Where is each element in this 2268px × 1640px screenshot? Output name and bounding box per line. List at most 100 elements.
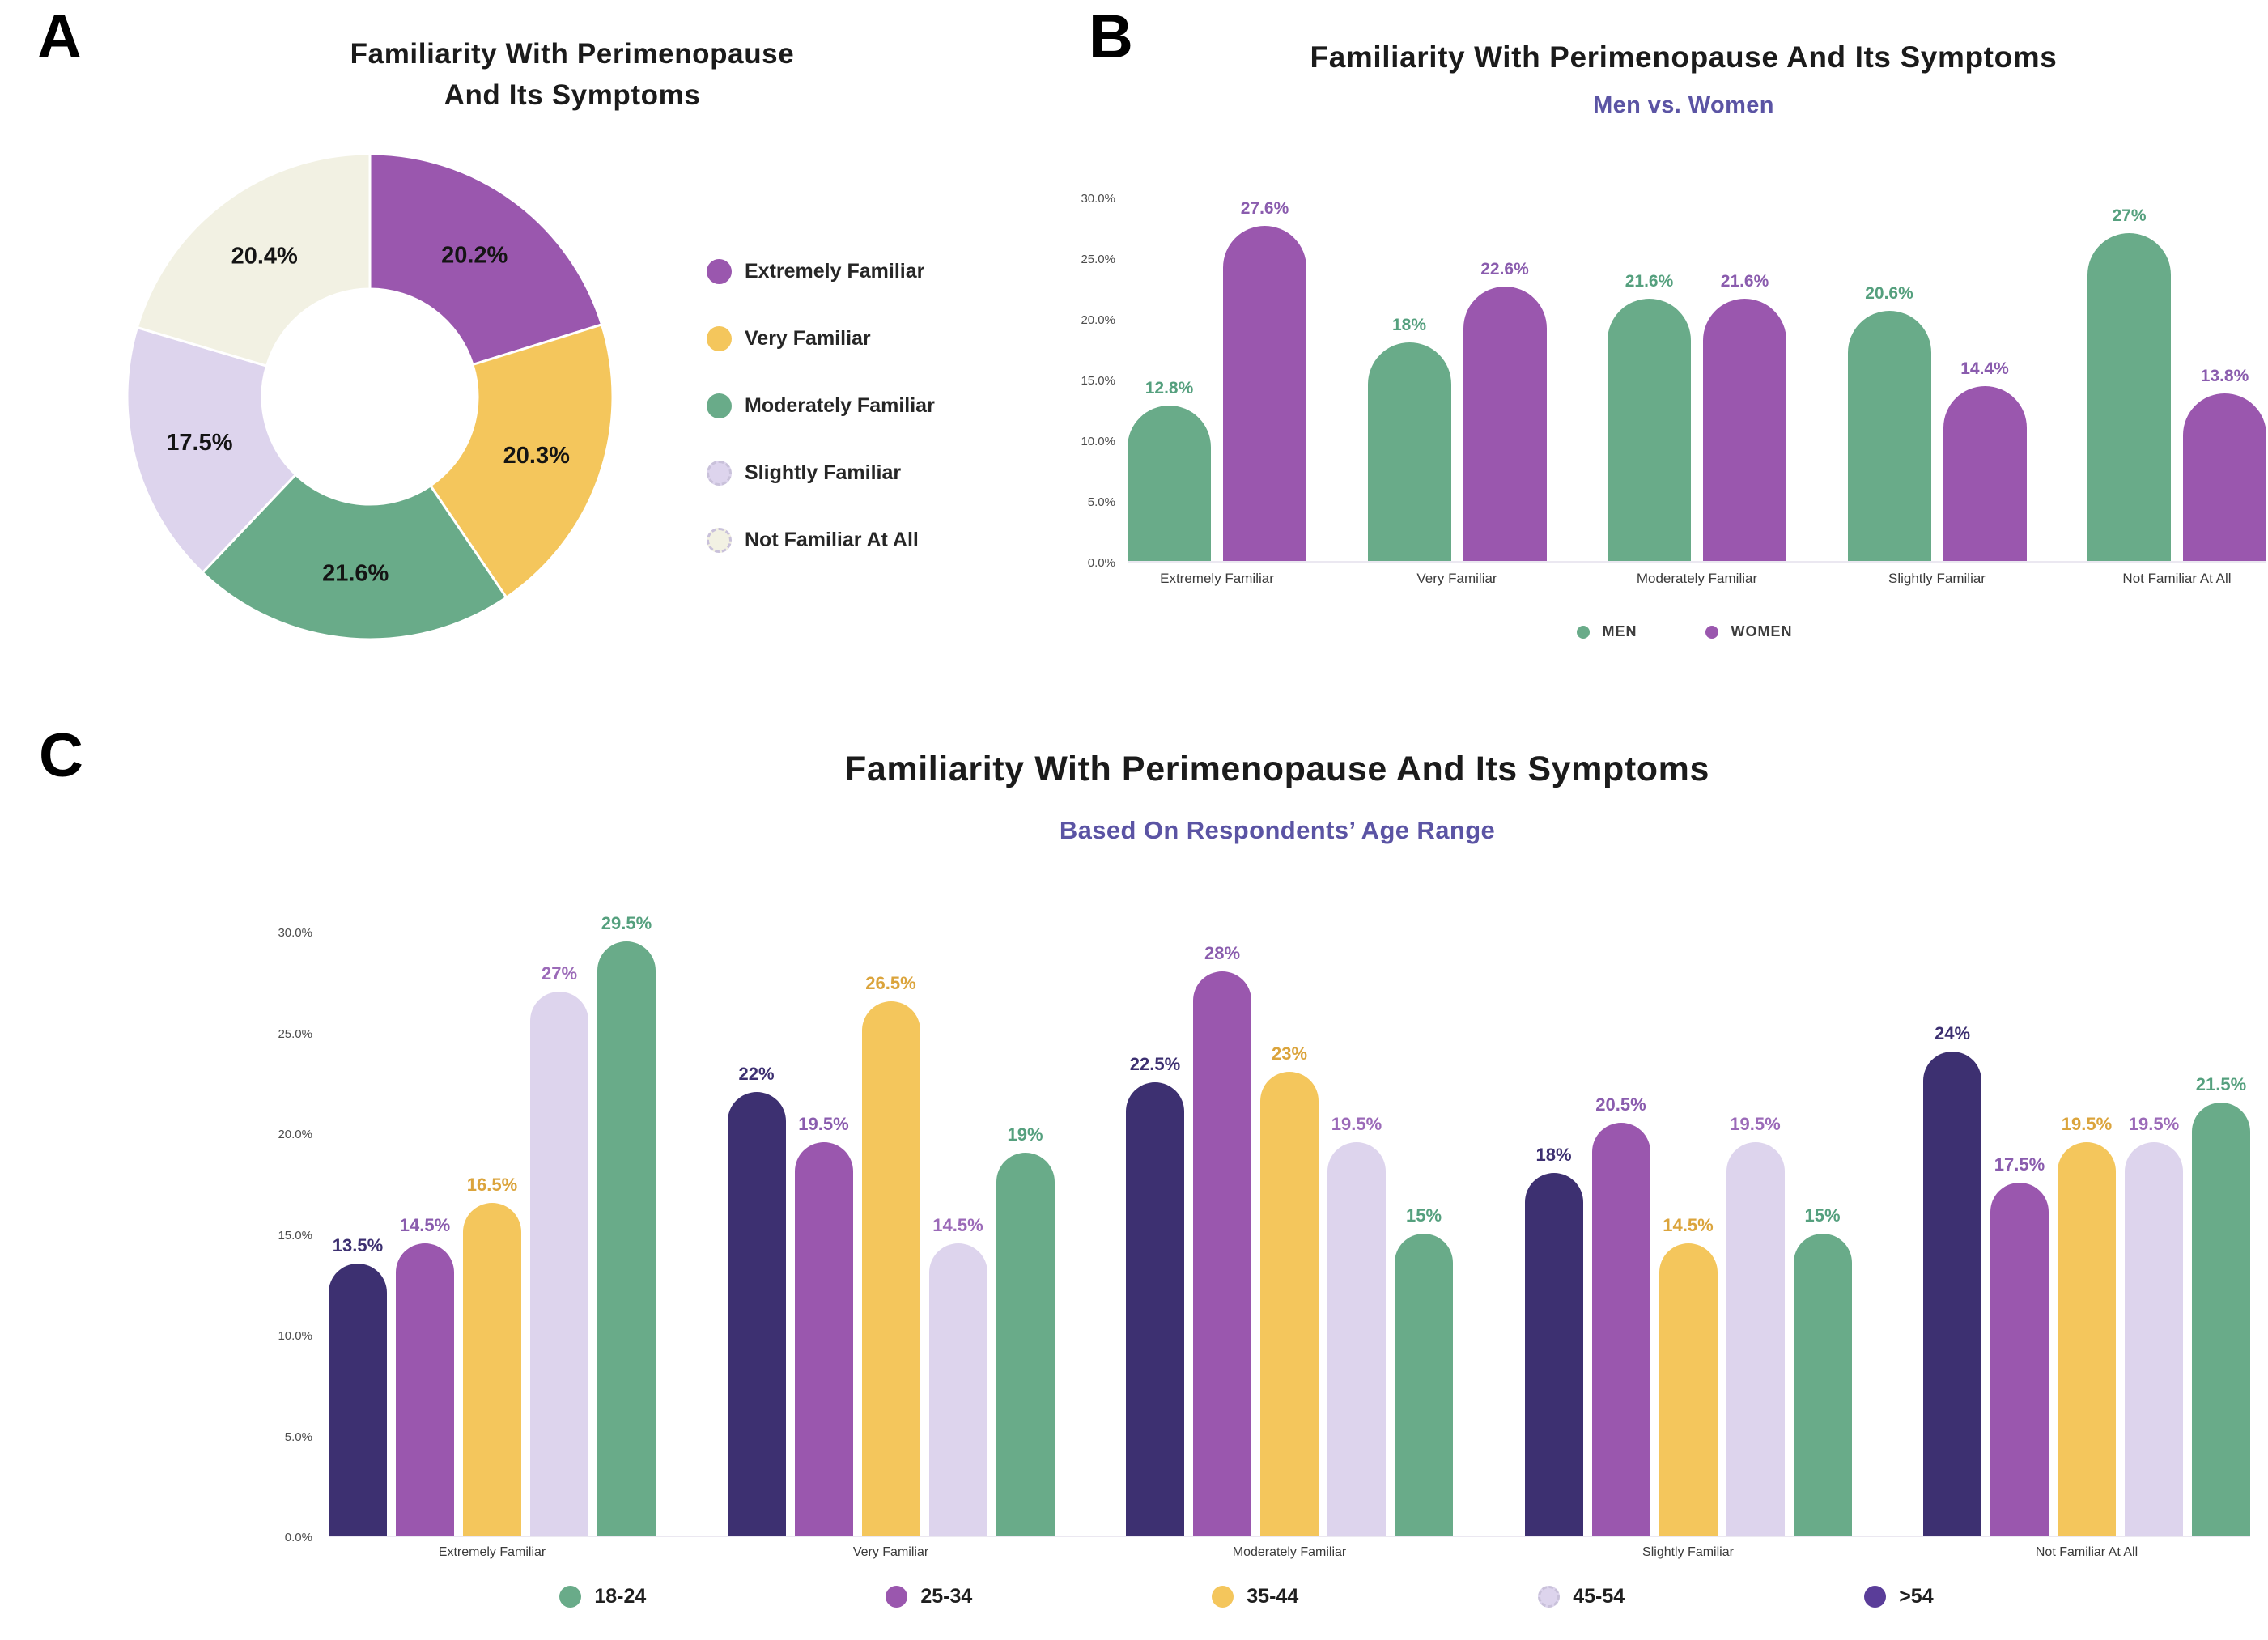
y-tick-label: 10.0% — [278, 1329, 312, 1343]
x-category-label: Very Familiar — [852, 1545, 929, 1559]
bar-fill — [794, 1142, 853, 1536]
legend-item: 18-24 — [559, 1585, 646, 1608]
bar-fill — [396, 1243, 454, 1536]
bar-fill — [1726, 1142, 1785, 1536]
bar-25-34: 17.5% — [1990, 1154, 2049, 1536]
legend-swatch — [707, 326, 732, 351]
x-category-label: Very Familiar — [1416, 571, 1497, 586]
x-axis-labels: Extremely Familiar Very Familiar Moderatel… — [1128, 571, 2266, 587]
bar-group: 20.6% 14.4% — [1847, 284, 2027, 561]
bar-value-label: 22% — [738, 1064, 775, 1085]
bar-25-34: 20.5% — [1591, 1094, 1650, 1536]
donut-slice-2 — [428, 323, 614, 600]
bar-fill — [1223, 226, 1306, 561]
legend-swatch — [707, 461, 732, 486]
bar-men: 20.6% — [1847, 284, 1931, 561]
bar-value-label: 19% — [1007, 1124, 1043, 1145]
donut-slice-value: 20.4% — [231, 243, 298, 269]
bar-women: 13.8% — [2183, 367, 2266, 561]
bar-value-label: 22.5% — [1129, 1053, 1181, 1074]
bar-value-label: 27% — [2112, 206, 2147, 225]
x-category-label: Not Familiar At All — [2122, 571, 2232, 586]
legend-label: Moderately Familiar — [745, 394, 935, 417]
bar-fill — [2125, 1142, 2183, 1536]
legend-label: 18-24 — [594, 1585, 647, 1608]
bar-35-44: 26.5% — [861, 973, 920, 1536]
bar-value-label: 22.6% — [1480, 260, 1529, 278]
bar-fill — [727, 1092, 786, 1536]
bar-men: 12.8% — [1128, 379, 1211, 561]
bar-value-label: 27% — [541, 962, 578, 984]
bar-fill — [1703, 299, 1786, 561]
bar--54: 22% — [727, 1064, 786, 1536]
bar-men: 21.6% — [1608, 272, 1691, 561]
legend-swatch — [1864, 1586, 1887, 1608]
bar-fill — [597, 941, 656, 1536]
bar-18-24: 15% — [1793, 1205, 1852, 1536]
legend-swatch — [707, 393, 732, 418]
bar-18-24: 19% — [996, 1124, 1055, 1536]
bar-45-54: 14.5% — [928, 1215, 987, 1536]
legend-label: >54 — [1899, 1585, 1934, 1608]
bar-fill — [1193, 971, 1251, 1536]
bar-group: 18% 20.5% 14.5% 19.5% 15% — [1524, 1094, 1852, 1536]
plot-area: 13.5% 14.5% 16.5% 27% 29.5% 22% 19.5% 26.5% 14.5… — [329, 913, 2250, 1537]
bar--54: 18% — [1524, 1145, 1583, 1536]
legend-item: 45-54 — [1538, 1585, 1625, 1608]
legend-label: 35-44 — [1247, 1585, 1299, 1608]
panel-a-title-line1: Familiarity With Perimenopause — [350, 38, 795, 70]
donut-slice-4 — [125, 325, 298, 575]
bar-fill — [1793, 1233, 1852, 1536]
panel-a-title-line2: And Its Symptoms — [444, 79, 701, 111]
y-tick-label: 30.0% — [1081, 192, 1115, 206]
legend-swatch — [707, 259, 732, 284]
bar-fill — [1260, 1072, 1319, 1536]
donut-slice-1 — [368, 152, 604, 367]
bar-value-label: 28% — [1204, 942, 1241, 963]
y-tick-label: 0.0% — [284, 1531, 312, 1544]
y-tick-label: 0.0% — [1087, 556, 1115, 570]
legend-swatch — [1705, 625, 1718, 639]
bar-value-label: 18% — [1535, 1144, 1572, 1165]
men-vs-women-bar-chart: 0.0% 5.0% 10.0% 15.0% 20.0% 25.0% 30.0% 12.8% 2… — [1051, 192, 2266, 586]
bar-value-label: 14.5% — [932, 1214, 983, 1235]
bar-fill — [1463, 287, 1547, 561]
bar-group: 22.5% 28% 23% 19.5% 15% — [1126, 943, 1453, 1536]
panel-a-title: Familiarity With Perimenopause And Its S… — [208, 34, 937, 117]
legend-swatch — [707, 528, 732, 553]
legend-label: 25-34 — [920, 1585, 973, 1608]
bar-group: 24% 17.5% 19.5% 19.5% 21.5% — [1923, 1023, 2250, 1536]
panel-b-title: Familiarity With Perimenopause And Its S… — [1310, 40, 2058, 74]
y-tick-label: 25.0% — [278, 1026, 312, 1041]
legend-item: MEN — [1576, 623, 1637, 640]
bar-group: 12.8% 27.6% — [1128, 199, 1306, 561]
bar-value-label: 19.5% — [1331, 1114, 1382, 1135]
bar-women: 27.6% — [1223, 199, 1306, 561]
y-tick-label: 15.0% — [1081, 374, 1115, 388]
bar-fill — [1126, 1081, 1184, 1536]
bar-value-label: 15% — [1405, 1205, 1442, 1226]
bar-35-44: 19.5% — [2058, 1114, 2116, 1536]
x-category-label: Extremely Familiar — [1160, 571, 1274, 586]
legend-item: >54 — [1864, 1585, 1934, 1608]
bar-value-label: 16.5% — [466, 1175, 518, 1196]
bar-fill — [1847, 311, 1931, 561]
bar-45-54: 27% — [530, 963, 588, 1536]
legend-label: MEN — [1602, 623, 1637, 639]
bar-value-label: 12.8% — [1145, 379, 1194, 397]
x-category-label: Extremely Familiar — [438, 1545, 546, 1559]
bar-fill — [1591, 1122, 1650, 1536]
legend-label: 45-54 — [1573, 1585, 1625, 1608]
bar-value-label: 13.5% — [332, 1234, 384, 1255]
legend-item: Moderately Familiar — [707, 393, 935, 418]
legend-swatch — [886, 1586, 908, 1608]
x-category-label: Moderately Familiar — [1636, 571, 1758, 586]
bar-value-label: 19.5% — [798, 1114, 849, 1135]
bar-fill — [2058, 1142, 2116, 1536]
bar-value-label: 21.6% — [1625, 272, 1674, 291]
bar-fill — [861, 1001, 920, 1536]
x-category-label: Slightly Familiar — [1888, 571, 1986, 586]
bar--54: 22.5% — [1126, 1054, 1184, 1536]
legend-label: Very Familiar — [745, 327, 871, 350]
